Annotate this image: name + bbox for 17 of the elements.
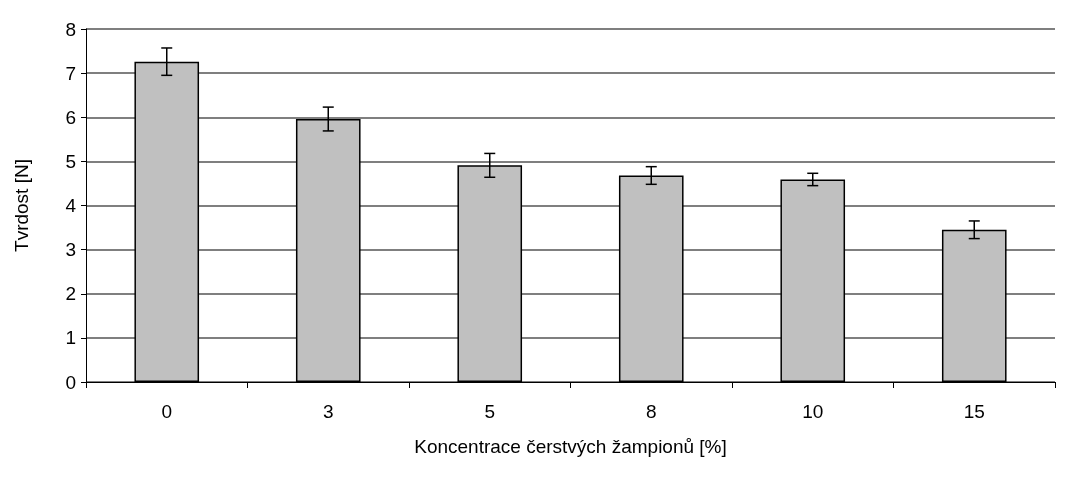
x-tick-label: 3 <box>322 401 334 422</box>
x-tick-label: 10 <box>802 401 824 422</box>
y-tick-label: 2 <box>65 283 76 305</box>
y-tick-label: 7 <box>65 62 76 84</box>
y-tick-label: 1 <box>65 327 76 349</box>
y-tick-label: 8 <box>65 18 76 40</box>
x-tick-label: 15 <box>963 401 985 422</box>
y-tick-label: 6 <box>65 106 76 128</box>
x-tick-label: 0 <box>161 401 173 422</box>
y-tick-label: 0 <box>65 371 76 393</box>
x-tick-label: 8 <box>645 401 657 422</box>
y-tick-label: 3 <box>65 239 76 261</box>
x-axis-title: Koncentrace čerstvých žampionů [%] <box>414 436 727 457</box>
y-tick-label: 4 <box>65 195 77 216</box>
x-tick-label: 5 <box>484 401 496 422</box>
y-axis-title: Tvrdost [N] <box>11 159 32 252</box>
y-tick-label: 5 <box>65 150 76 172</box>
